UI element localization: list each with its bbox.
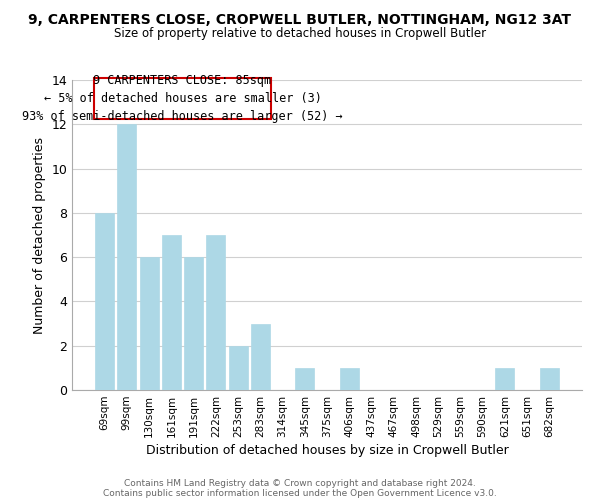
Text: Size of property relative to detached houses in Cropwell Butler: Size of property relative to detached ho… (114, 28, 486, 40)
Bar (540, 368, 559, 390)
Bar (340, 368, 359, 390)
Bar (95, 213, 114, 390)
Text: Contains public sector information licensed under the Open Government Licence v3: Contains public sector information licen… (103, 488, 497, 498)
Text: 9, CARPENTERS CLOSE, CROPWELL BUTLER, NOTTINGHAM, NG12 3AT: 9, CARPENTERS CLOSE, CROPWELL BUTLER, NO… (29, 12, 571, 26)
FancyBboxPatch shape (94, 78, 271, 118)
Bar (206, 235, 225, 390)
Bar (251, 324, 270, 390)
Bar (118, 124, 136, 390)
Text: 9 CARPENTERS CLOSE: 85sqm
← 5% of detached houses are smaller (3)
93% of semi-de: 9 CARPENTERS CLOSE: 85sqm ← 5% of detach… (22, 74, 343, 123)
X-axis label: Distribution of detached houses by size in Cropwell Butler: Distribution of detached houses by size … (146, 444, 508, 457)
Bar (496, 368, 514, 390)
Text: Contains HM Land Registry data © Crown copyright and database right 2024.: Contains HM Land Registry data © Crown c… (124, 478, 476, 488)
Y-axis label: Number of detached properties: Number of detached properties (33, 136, 46, 334)
Bar (140, 257, 158, 390)
Bar (229, 346, 248, 390)
Bar (295, 368, 314, 390)
Bar (162, 235, 181, 390)
Bar (184, 257, 203, 390)
